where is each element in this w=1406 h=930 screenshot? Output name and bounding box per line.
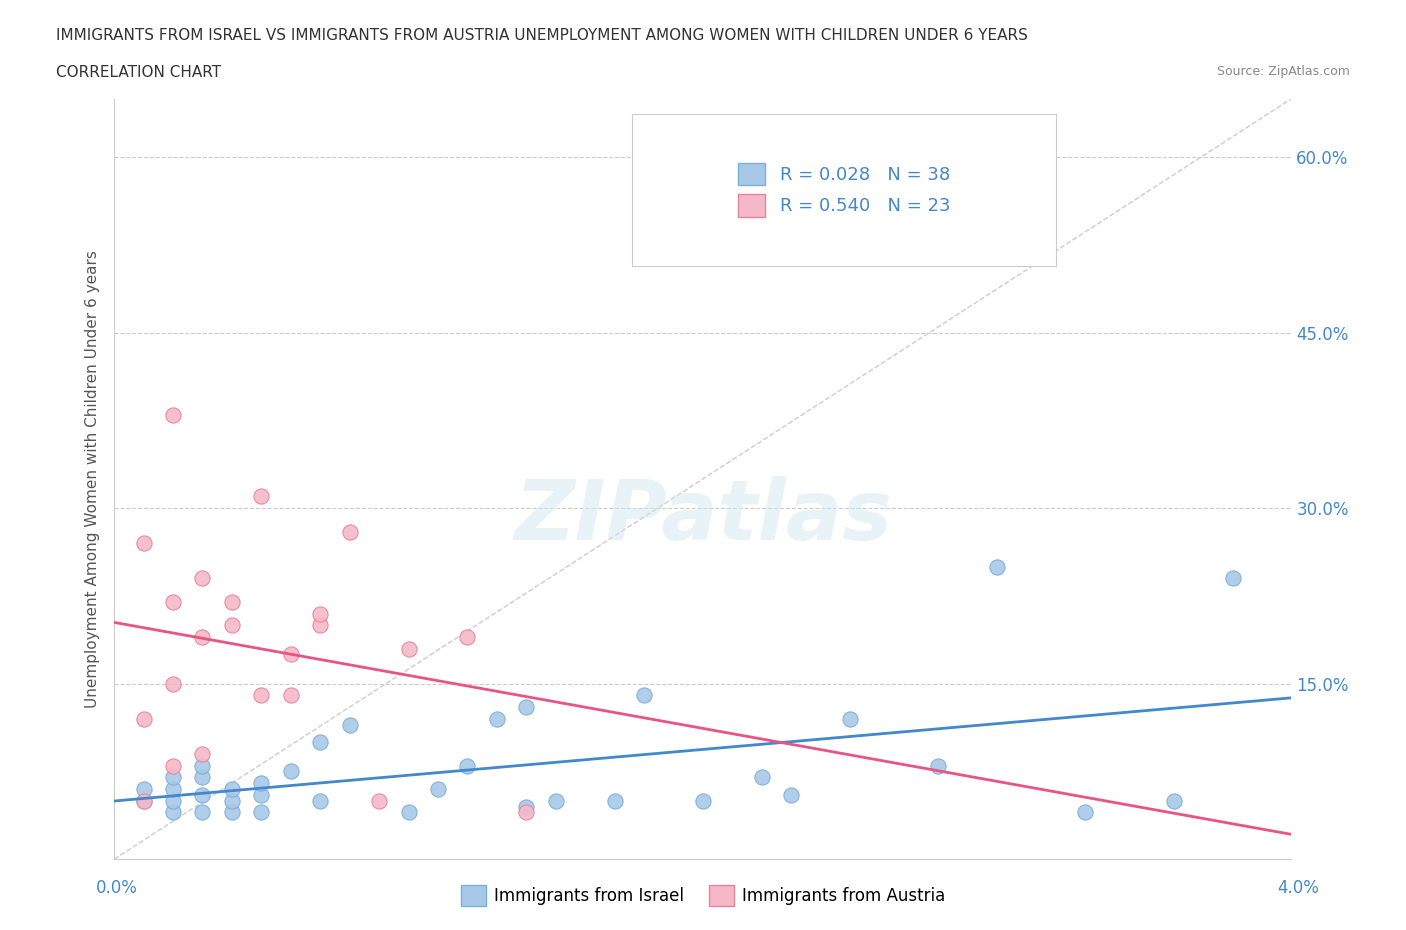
Point (191, 571, 214, 586)
Point (162, 805, 184, 820)
Point (250, 489, 273, 504)
Point (162, 676, 184, 691)
Point (986, 559, 1008, 574)
Point (309, 793, 332, 808)
Point (221, 805, 243, 820)
Point (515, 799, 537, 814)
Point (309, 606, 332, 621)
Point (398, 641, 420, 656)
Point (191, 805, 214, 820)
Point (515, 805, 537, 820)
Text: 4.0%: 4.0% (1277, 879, 1319, 897)
Point (191, 630, 214, 644)
Point (280, 764, 302, 779)
Point (485, 711, 508, 726)
Point (927, 758, 949, 773)
Point (162, 407, 184, 422)
Point (456, 630, 478, 644)
Point (162, 770, 184, 785)
Point (309, 735, 332, 750)
Point (603, 793, 626, 808)
Point (250, 788, 273, 803)
Point (280, 688, 302, 703)
Point (1222, 571, 1244, 586)
Point (1074, 805, 1097, 820)
Point (633, 688, 655, 703)
Point (398, 805, 420, 820)
Point (162, 781, 184, 796)
Point (132, 793, 155, 808)
Text: CORRELATION CHART: CORRELATION CHART (56, 65, 221, 80)
Point (162, 793, 184, 808)
Point (191, 747, 214, 762)
Text: ZIPatlas: ZIPatlas (513, 476, 891, 557)
Point (250, 805, 273, 820)
Point (339, 525, 361, 539)
Point (280, 647, 302, 662)
Point (132, 781, 155, 796)
Point (544, 793, 567, 808)
Point (368, 793, 391, 808)
Point (162, 594, 184, 609)
Point (250, 776, 273, 790)
Point (751, 770, 773, 785)
Point (191, 788, 214, 803)
Point (456, 758, 478, 773)
Point (132, 536, 155, 551)
Point (221, 793, 243, 808)
Text: IMMIGRANTS FROM ISRAEL VS IMMIGRANTS FROM AUSTRIA UNEMPLOYMENT AMONG WOMEN WITH : IMMIGRANTS FROM ISRAEL VS IMMIGRANTS FRO… (56, 28, 1028, 43)
Y-axis label: Unemployment Among Women with Children Under 6 years: Unemployment Among Women with Children U… (86, 250, 100, 708)
Point (221, 594, 243, 609)
Point (191, 770, 214, 785)
Point (221, 618, 243, 632)
Point (191, 758, 214, 773)
Point (780, 788, 803, 803)
Point (692, 793, 714, 808)
Point (132, 793, 155, 808)
Point (162, 758, 184, 773)
Point (426, 781, 449, 796)
Point (339, 717, 361, 732)
Point (132, 711, 155, 726)
Point (1163, 793, 1185, 808)
Point (515, 699, 537, 714)
Legend: Immigrants from Israel, Immigrants from Austria: Immigrants from Israel, Immigrants from … (454, 879, 952, 912)
Point (839, 711, 862, 726)
Point (250, 688, 273, 703)
Point (221, 781, 243, 796)
Text: 0.0%: 0.0% (96, 879, 138, 897)
Text: Source: ZipAtlas.com: Source: ZipAtlas.com (1216, 65, 1350, 78)
Point (309, 618, 332, 632)
